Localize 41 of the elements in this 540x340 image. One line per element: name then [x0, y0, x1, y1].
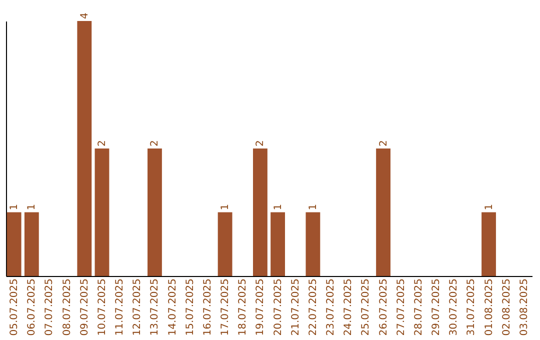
x-tick-label: 24.07.2025	[343, 278, 354, 336]
data-label: 4	[79, 12, 90, 19]
x-tick-label: 02.08.2025	[501, 278, 512, 336]
x-tick-label: 06.07.2025	[26, 278, 38, 336]
data-label: 2	[96, 140, 108, 146]
x-tick-label: 08.07.2025	[62, 278, 73, 336]
x-tick-label: 13.07.2025	[150, 278, 161, 336]
data-label: 1	[220, 204, 232, 210]
data-label: 1	[484, 204, 495, 210]
x-tick-label: 11.07.2025	[114, 278, 126, 336]
x-tick-label: 26.07.2025	[378, 278, 390, 336]
x-tick-label: 01.08.2025	[484, 278, 495, 336]
x-tick-label: 21.07.2025	[290, 278, 302, 336]
data-label: 2	[150, 140, 161, 146]
x-tick-label: 30.07.2025	[448, 278, 460, 336]
x-tick-label: 10.07.2025	[96, 278, 108, 336]
x-tick-label: 31.07.2025	[466, 278, 478, 336]
x-tick-label: 23.07.2025	[326, 278, 337, 336]
data-label: 1	[9, 204, 20, 210]
x-tick-label: 03.08.2025	[518, 278, 530, 336]
x-tick-label: 19.07.2025	[255, 278, 266, 336]
x-tick-label: 17.07.2025	[220, 278, 232, 336]
x-tick-label: 20.07.2025	[272, 278, 284, 336]
x-tick-label: 14.07.2025	[167, 278, 178, 336]
x-tick-label: 18.07.2025	[238, 278, 249, 336]
data-label: 1	[308, 204, 319, 210]
x-tick-label: 29.07.2025	[431, 278, 442, 336]
x-tick-label: 27.07.2025	[396, 278, 407, 336]
x-tick-label: 25.07.2025	[360, 278, 372, 336]
x-tick-label: 22.07.2025	[308, 278, 319, 336]
data-label: 1	[272, 204, 284, 210]
x-tick-label: 16.07.2025	[202, 278, 214, 336]
x-tick-label: 28.07.2025	[413, 278, 424, 336]
data-label: 1	[26, 204, 38, 210]
data-label: 2	[378, 140, 390, 146]
x-tick-label: 15.07.2025	[184, 278, 196, 336]
data-label: 2	[255, 140, 266, 146]
x-tick-label: 05.07.2025	[9, 278, 20, 336]
x-tick-label: 07.07.2025	[44, 278, 56, 336]
x-tick-label: 09.07.2025	[79, 278, 90, 336]
x-tick-label: 12.07.2025	[132, 278, 144, 336]
